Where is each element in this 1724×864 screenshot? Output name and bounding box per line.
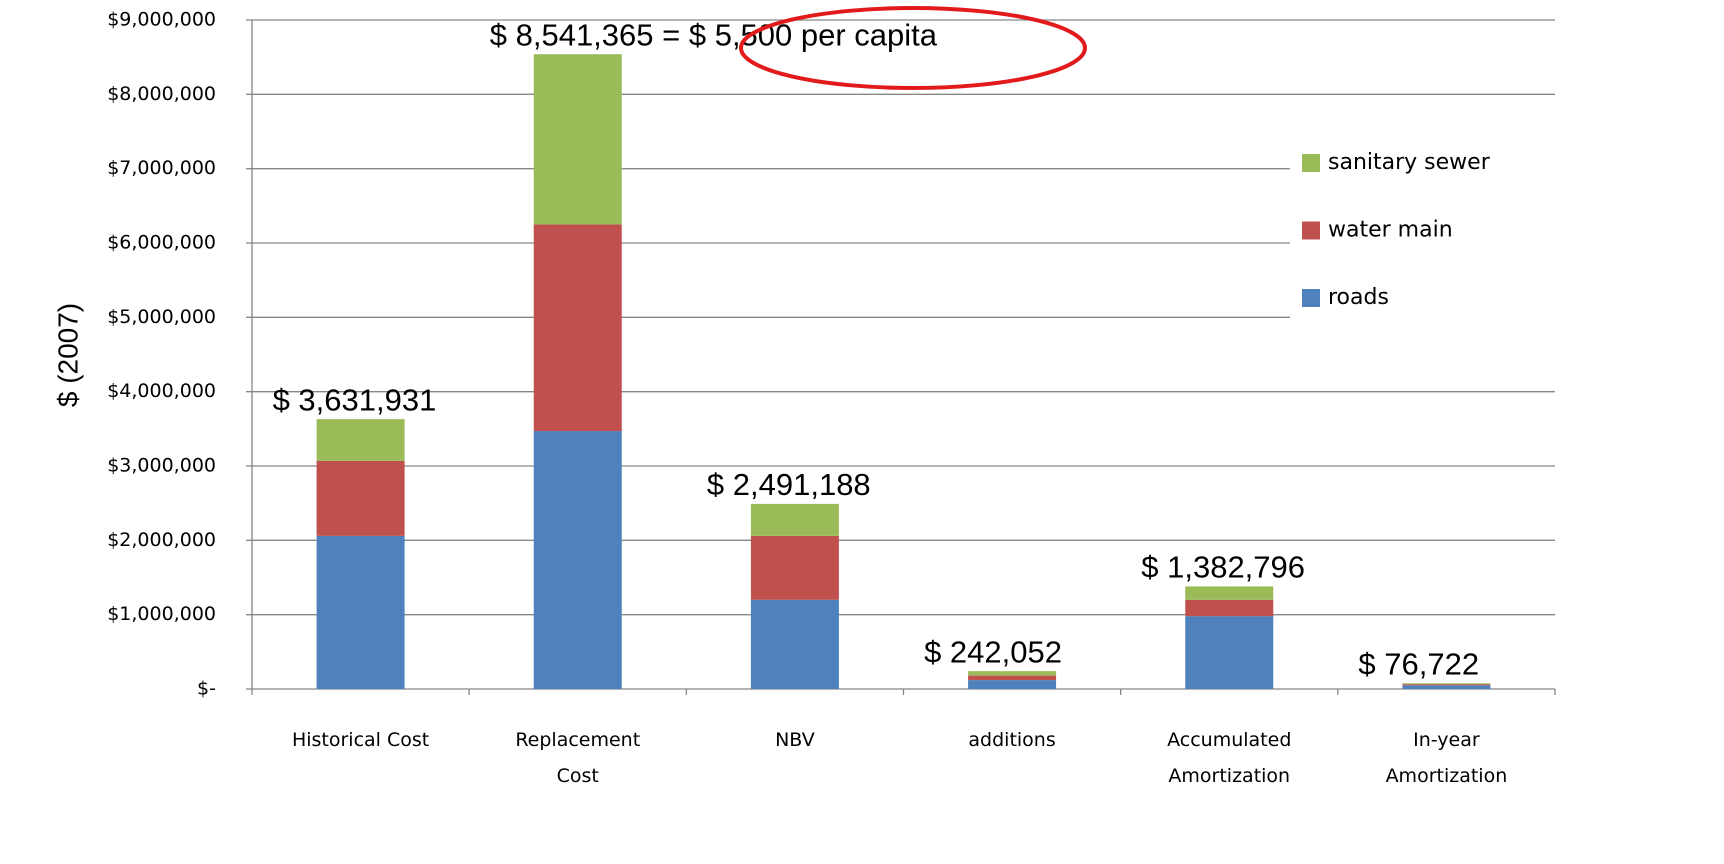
bar-segment [1185, 586, 1274, 600]
bar-segment [316, 460, 405, 536]
bar-segment [1402, 683, 1491, 685]
bar-segment [316, 419, 405, 461]
y-tick-label: $3,000,000 [107, 455, 216, 477]
x-tick-label: In-year Amortization [1385, 729, 1508, 787]
bar-segment [1402, 684, 1491, 686]
legend-label: sanitary sewer [1328, 150, 1491, 175]
total-label: $ 1,382,796 [1141, 550, 1305, 585]
total-label: $ 76,722 [1358, 646, 1479, 681]
total-label: $ 8,541,365 = $ 5,500 per capita [490, 17, 938, 52]
bar-segment [968, 675, 1057, 681]
bar-segment [533, 54, 622, 225]
y-tick-label: $7,000,000 [107, 157, 216, 179]
legend-swatch [1302, 154, 1320, 172]
bar-segment [968, 680, 1057, 689]
x-tick-label: additions [968, 729, 1056, 751]
y-tick-label: $8,000,000 [107, 83, 216, 105]
bar-segment [750, 535, 839, 600]
bar-segment [1185, 599, 1274, 617]
bar-segment [1185, 616, 1274, 689]
total-label: $ 3,631,931 [273, 382, 437, 417]
legend-swatch [1302, 289, 1320, 307]
y-axis-label: $ (2007) [52, 303, 83, 407]
bar-segment [533, 224, 622, 432]
legend-label: roads [1328, 285, 1389, 310]
x-tick-label: Accumulated Amortization [1167, 729, 1292, 787]
bar-segment [750, 503, 839, 536]
highlight-circle [739, 6, 1087, 90]
legend-swatch [1302, 221, 1320, 240]
x-tick-label: NBV [775, 729, 815, 751]
y-tick-label: $2,000,000 [107, 529, 216, 551]
x-tick-label: Replacement Cost [515, 729, 641, 787]
y-tick-label: $4,000,000 [107, 380, 216, 402]
bar-segment [1402, 685, 1491, 689]
y-tick-label: $5,000,000 [107, 306, 216, 328]
y-tick-label: $9,000,000 [107, 9, 216, 31]
y-tick-label: $1,000,000 [107, 603, 216, 625]
legend-box [1290, 140, 1560, 320]
y-tick-label: $6,000,000 [107, 232, 216, 254]
y-tick-label: $- [197, 678, 216, 700]
bar-segment [968, 671, 1057, 676]
x-tick-label: Historical Cost [291, 729, 430, 751]
bar-segment [533, 431, 622, 689]
legend-label: water main [1328, 218, 1453, 243]
total-label: $ 242,052 [924, 634, 1062, 669]
bar-segment [316, 535, 405, 689]
bar-segment [750, 599, 839, 689]
total-label: $ 2,491,188 [707, 467, 871, 502]
